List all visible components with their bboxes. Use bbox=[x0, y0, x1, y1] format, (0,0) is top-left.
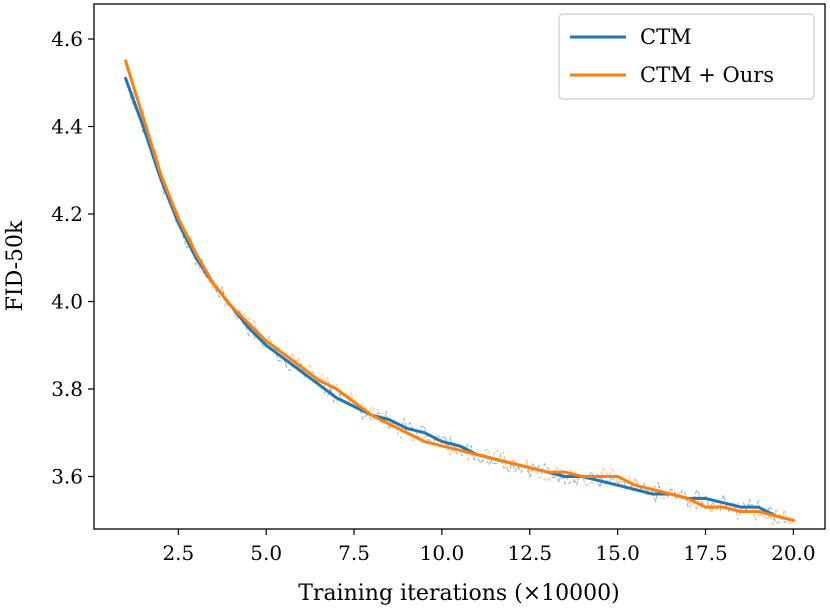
y-tick-label: 4.6 bbox=[51, 27, 83, 51]
legend-label-ctm-ours: CTM + Ours bbox=[640, 63, 774, 87]
legend-label-ctm: CTM bbox=[640, 25, 692, 49]
x-tick-label: 7.5 bbox=[338, 541, 370, 565]
x-tick-label: 2.5 bbox=[162, 541, 194, 565]
series-line-ctm-ours bbox=[124, 59, 795, 522]
y-tick-label: 4.0 bbox=[51, 290, 83, 314]
raw-series-layer bbox=[125, 69, 794, 526]
y-axis-label: FID-50k bbox=[3, 220, 28, 311]
x-axis: 2.5 5.0 7.5 10.0 12.5 15.0 17.5 20.0 bbox=[162, 529, 816, 565]
x-tick-label: 17.5 bbox=[683, 541, 728, 565]
legend: CTM CTM + Ours bbox=[558, 13, 815, 100]
raw-line-ctm-ours bbox=[125, 69, 794, 526]
x-tick-label: 12.5 bbox=[508, 541, 553, 565]
y-tick-label: 3.6 bbox=[51, 465, 83, 489]
y-tick-label: 4.2 bbox=[51, 202, 83, 226]
y-tick-label: 3.8 bbox=[51, 377, 83, 401]
legend-box bbox=[558, 13, 815, 100]
x-tick-label: 15.0 bbox=[595, 541, 640, 565]
series-line-layer bbox=[124, 59, 795, 522]
x-tick-label: 10.0 bbox=[420, 541, 465, 565]
x-tick-label: 5.0 bbox=[250, 541, 282, 565]
x-axis-label: Training iterations (×10000) bbox=[298, 581, 619, 606]
y-tick-label: 4.4 bbox=[51, 115, 83, 139]
plot-frame bbox=[93, 3, 826, 530]
x-tick-label: 20.0 bbox=[771, 541, 816, 565]
y-axis: 3.6 3.8 4.0 4.2 4.4 4.6 bbox=[51, 27, 94, 489]
raw-line-ctm bbox=[125, 78, 794, 524]
